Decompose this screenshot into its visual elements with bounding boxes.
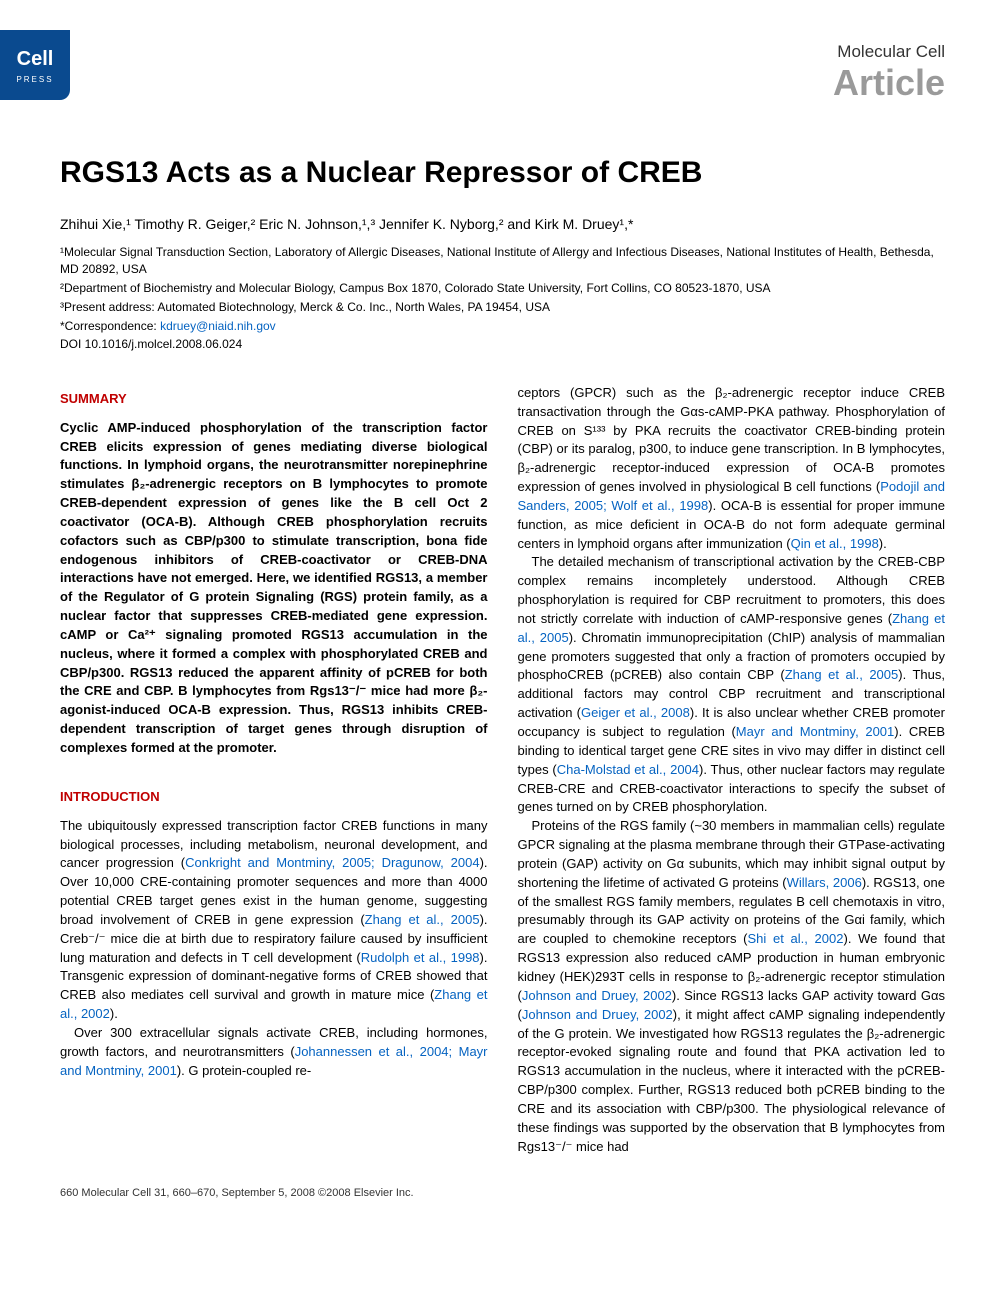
logo-sub: PRESS — [16, 74, 53, 86]
citation-link[interactable]: Johnson and Druey, 2002 — [522, 988, 672, 1003]
right-paragraph-3: Proteins of the RGS family (~30 members … — [518, 817, 946, 1156]
citation-link[interactable]: Conkright and Montminy, 2005; Dragunow, … — [185, 855, 479, 870]
article-label: Article — [60, 65, 945, 101]
citation-link[interactable]: Shi et al., 2002 — [748, 931, 844, 946]
affiliation-2: ²Department of Biochemistry and Molecula… — [60, 280, 945, 297]
author-list: Zhihui Xie,¹ Timothy R. Geiger,² Eric N.… — [60, 214, 945, 234]
right-paragraph-1: ceptors (GPCR) such as the β₂-adrenergic… — [518, 384, 946, 554]
correspondence-label: *Correspondence: — [60, 319, 157, 333]
citation-link[interactable]: Rudolph et al., 1998 — [361, 950, 480, 965]
logo-main: Cell — [17, 45, 54, 74]
journal-name: Molecular Cell — [60, 40, 945, 65]
right-paragraph-2: The detailed mechanism of transcriptiona… — [518, 553, 946, 817]
citation-link[interactable]: Cha-Molstad et al., 2004 — [557, 762, 699, 777]
page-footer: 660 Molecular Cell 31, 660–670, Septembe… — [60, 1186, 945, 1202]
correspondence-line: *Correspondence: kdruey@niaid.nih.gov — [60, 318, 945, 335]
citation-link[interactable]: Zhang et al., 2005 — [365, 912, 480, 927]
citation-link[interactable]: Johnson and Druey, 2002 — [522, 1007, 673, 1022]
citation-link[interactable]: Willars, 2006 — [787, 875, 862, 890]
two-column-body: SUMMARY Cyclic AMP-induced phosphorylati… — [60, 384, 945, 1157]
introduction-heading: INTRODUCTION — [60, 788, 488, 807]
doi: DOI 10.1016/j.molcel.2008.06.024 — [60, 336, 945, 353]
right-column: ceptors (GPCR) such as the β₂-adrenergic… — [518, 384, 946, 1157]
citation-link[interactable]: Qin et al., 1998 — [791, 536, 879, 551]
intro-paragraph-1: The ubiquitously expressed transcription… — [60, 817, 488, 1024]
left-column: SUMMARY Cyclic AMP-induced phosphorylati… — [60, 384, 488, 1157]
article-title: RGS13 Acts as a Nuclear Repressor of CRE… — [60, 151, 945, 195]
citation-link[interactable]: Mayr and Montminy, 2001 — [736, 724, 894, 739]
citation-link[interactable]: Zhang et al., 2005 — [785, 667, 899, 682]
affiliation-1: ¹Molecular Signal Transduction Section, … — [60, 244, 945, 278]
summary-text: Cyclic AMP-induced phosphorylation of th… — [60, 419, 488, 758]
intro-paragraph-2: Over 300 extracellular signals activate … — [60, 1024, 488, 1081]
affiliation-3: ³Present address: Automated Biotechnolog… — [60, 299, 945, 316]
correspondence-email[interactable]: kdruey@niaid.nih.gov — [160, 319, 276, 333]
citation-link[interactable]: Geiger et al., 2008 — [581, 705, 690, 720]
summary-heading: SUMMARY — [60, 390, 488, 409]
header-right: Molecular Cell Article — [60, 30, 945, 101]
cell-press-logo: Cell PRESS — [0, 30, 70, 100]
